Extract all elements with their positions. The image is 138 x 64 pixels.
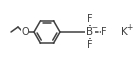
Text: ·−: ·− <box>90 25 99 31</box>
Text: B: B <box>86 27 94 37</box>
Text: F: F <box>87 39 93 49</box>
Text: +: + <box>126 23 132 33</box>
Text: F: F <box>87 15 93 25</box>
Text: O: O <box>21 27 29 37</box>
Text: K: K <box>121 27 127 37</box>
Text: F: F <box>101 27 107 37</box>
